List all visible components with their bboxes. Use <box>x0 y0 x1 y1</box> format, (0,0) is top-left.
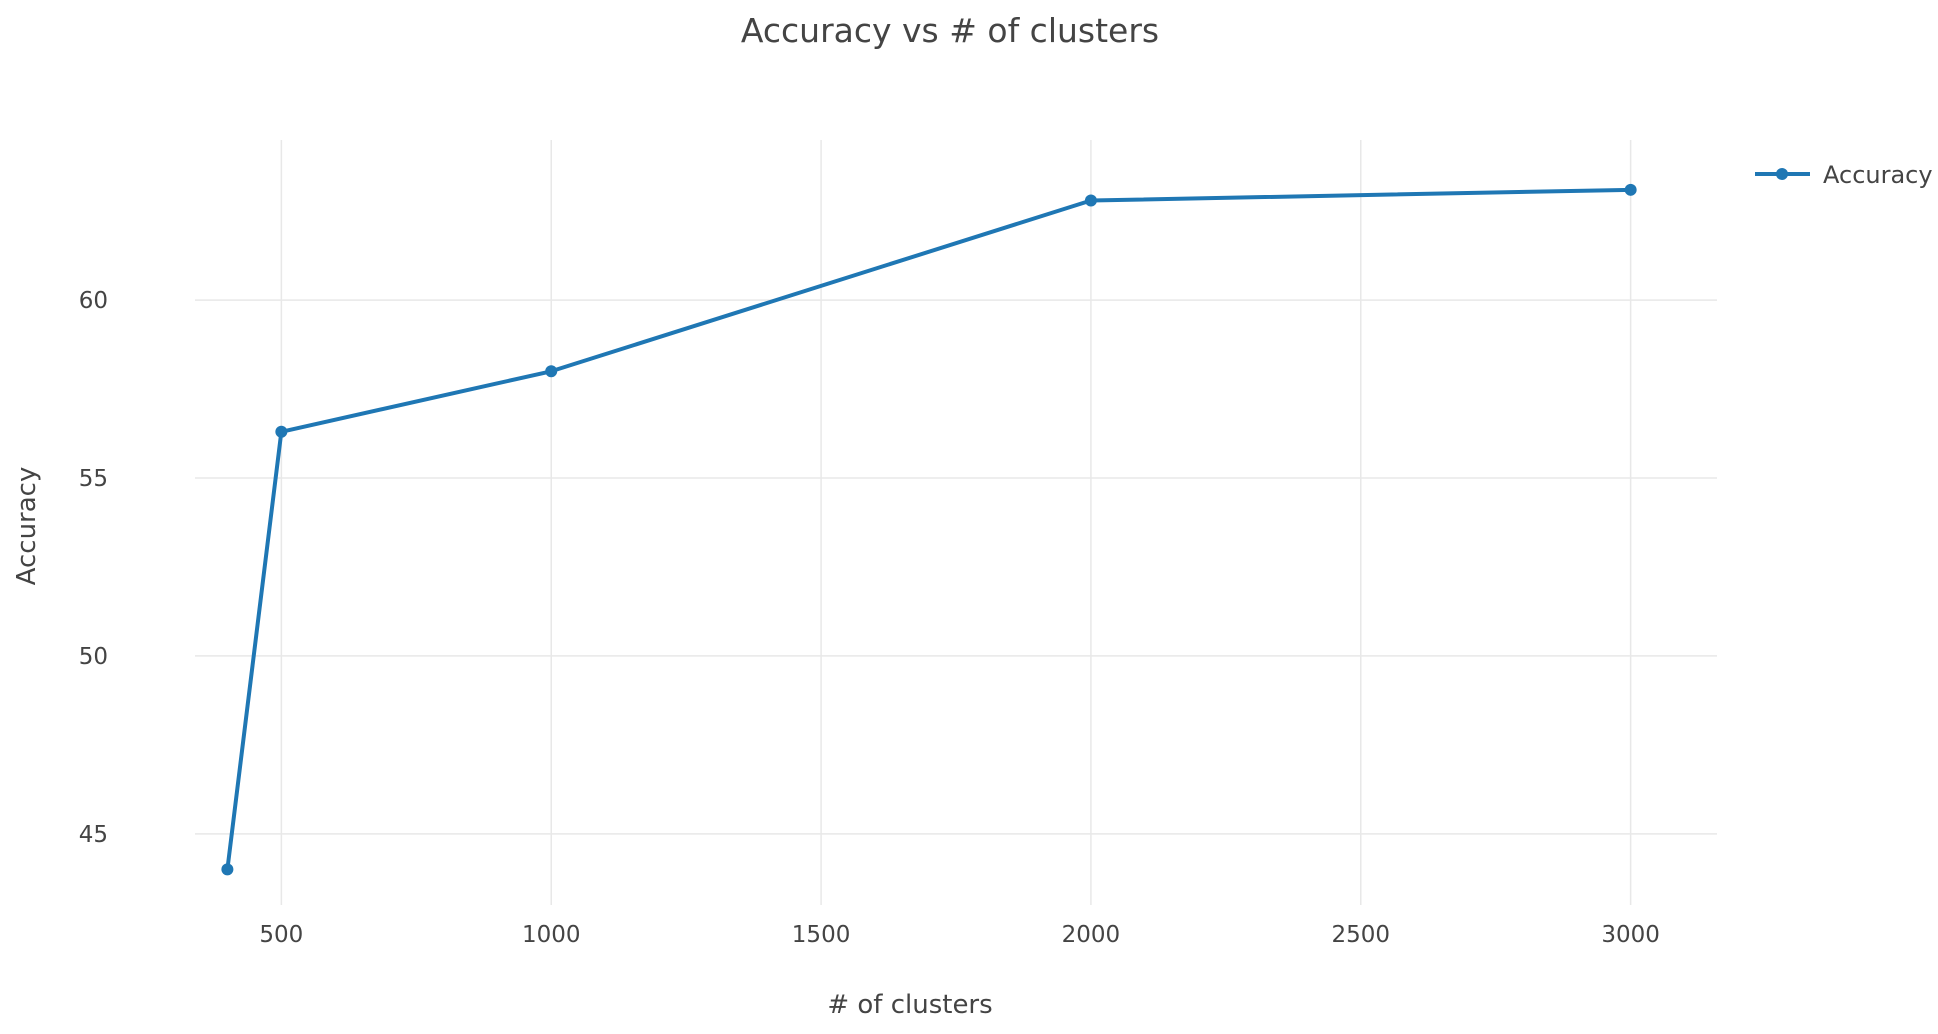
legend-label: Accuracy <box>1823 161 1933 189</box>
series-line <box>225 187 1631 870</box>
data-point[interactable] <box>1084 194 1097 207</box>
data-point[interactable] <box>545 365 558 378</box>
y-tick-label: 50 <box>79 644 108 670</box>
legend-marker <box>1776 168 1788 180</box>
series-layer <box>221 183 1637 876</box>
y-tick-label: 45 <box>79 822 108 848</box>
x-tick-label: 2000 <box>1062 922 1121 948</box>
y-axis-ticks: 45 50 55 60 <box>79 288 108 848</box>
y-tick-label: 60 <box>79 288 108 314</box>
chart-title: Accuracy vs # of clusters <box>741 11 1159 50</box>
x-tick-label: 3000 <box>1601 922 1660 948</box>
x-tick-label: 1500 <box>792 922 851 948</box>
data-point[interactable] <box>1624 183 1637 196</box>
x-axis-title: # of clusters <box>827 990 992 1020</box>
y-axis-title: Accuracy <box>12 467 42 586</box>
y-tick-label: 55 <box>79 466 108 492</box>
x-tick-label: 2500 <box>1332 922 1391 948</box>
legend[interactable]: Accuracy <box>1755 161 1933 189</box>
x-tick-label: 1000 <box>522 922 581 948</box>
data-point[interactable] <box>275 425 288 438</box>
data-point[interactable] <box>221 863 234 876</box>
grid <box>195 140 1717 905</box>
x-axis-ticks: 500 1000 1500 2000 2500 3000 <box>259 922 1660 948</box>
x-tick-label: 500 <box>259 922 303 948</box>
